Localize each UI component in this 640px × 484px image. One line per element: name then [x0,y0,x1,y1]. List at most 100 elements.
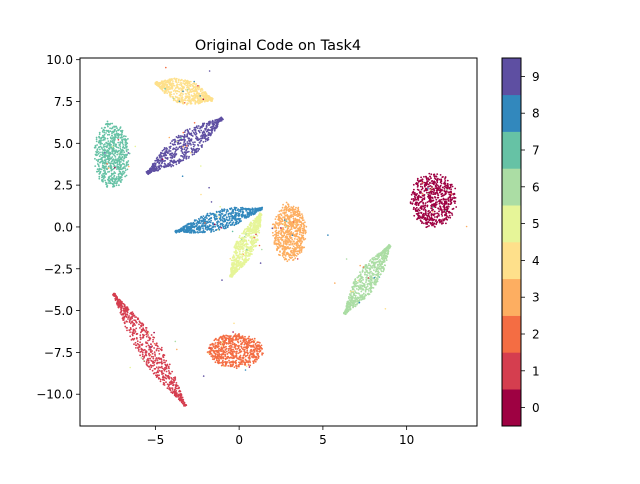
scatter-point [366,293,369,295]
scatter-point [133,343,135,346]
scatter-point [248,232,251,235]
scatter-point [232,351,235,353]
scatter-point [244,252,247,254]
scatter-point [114,299,117,302]
scatter-point [212,343,215,345]
scatter-point [120,303,123,306]
scatter-point [141,343,144,346]
scatter-point [368,290,370,292]
scatter-point [304,238,307,240]
scatter-point [200,89,202,91]
scatter-point [293,253,296,256]
scatter-point [163,368,165,371]
scatter-point [123,317,126,319]
scatter-point [172,391,175,393]
scatter-point [443,200,446,203]
scatter-point [420,205,423,208]
scatter-point [221,279,223,281]
scatter-point [210,97,213,100]
scatter-point [443,181,446,184]
scatter-point [420,211,422,214]
scatter-point [245,242,248,245]
scatter-point [373,276,376,279]
scatter-point [181,396,184,399]
scatter-point [239,354,242,357]
scatter-point [236,350,238,353]
scatter-point [243,346,245,349]
scatter-point [170,377,173,379]
scatter-point [295,230,298,233]
scatter-point [140,330,143,333]
scatter-point [287,253,289,256]
scatter-point [150,351,152,354]
scatter-point [147,339,149,342]
scatter-point [362,266,365,268]
scatter-point [157,345,159,348]
scatter-point [247,239,250,242]
scatter-point [297,253,299,256]
scatter-point [235,359,238,362]
scatter-point [240,238,243,241]
scatter-point [183,86,186,89]
scatter-point [417,208,420,211]
scatter-point [255,357,257,359]
scatter-point [412,198,415,200]
scatter-point [132,321,134,324]
scatter-point [343,312,346,314]
scatter-point [299,229,302,232]
scatter-point [133,319,136,322]
scatter-point [298,246,301,248]
scatter-point [419,219,422,222]
scatter-point [427,195,429,198]
scatter-point [439,174,442,176]
scatter-point [177,87,179,89]
scatter-point [150,355,153,358]
scatter-point [219,343,222,346]
scatter-point [152,372,155,375]
scatter-point [445,190,448,193]
scatter-point [154,353,156,356]
scatter-point [228,340,231,342]
scatter-point [357,288,360,291]
scatter-point [192,99,195,102]
scatter-point [299,216,302,219]
scatter-point [137,348,140,351]
scatter-point [431,200,433,202]
scatter-point [136,332,139,335]
scatter-point [163,90,166,92]
scatter-point [422,205,425,207]
scatter-point [172,84,175,87]
scatter-point [230,363,232,366]
scatter-point [136,342,139,345]
scatter-point [207,352,210,355]
scatter-point [450,199,452,202]
scatter-point [305,225,308,228]
scatter-point [182,80,185,82]
scatter-point [384,264,387,267]
scatter-point [352,302,355,305]
scatter-point [289,224,292,227]
scatter-point [147,359,150,362]
scatter-point [184,88,187,91]
scatter-point [412,208,415,211]
scatter-point [248,335,251,338]
scatter-point [155,371,158,374]
scatter-point [257,227,260,230]
scatter-point [254,360,257,363]
scatter-point [224,348,227,351]
scatter-point [345,258,348,260]
scatter-point [369,275,371,278]
scatter-point [203,96,206,99]
scatter-point [150,359,153,362]
scatter-point [243,232,246,235]
scatter-point [416,209,419,212]
scatter-point [374,278,377,281]
scatter-point [182,90,184,93]
scatter-point [207,99,210,102]
scatter-point [415,206,418,209]
scatter-point [244,363,247,366]
scatter-point [241,347,243,349]
scatter-point [134,331,137,333]
scatter-point [280,232,283,235]
scatter-point [444,180,447,182]
